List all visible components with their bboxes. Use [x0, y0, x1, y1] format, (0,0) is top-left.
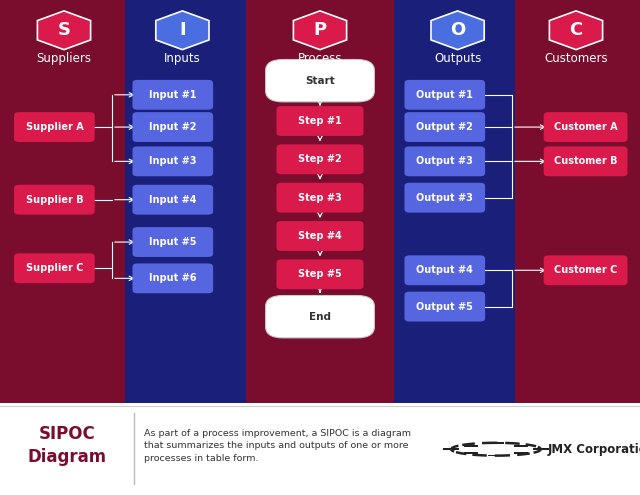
FancyBboxPatch shape — [14, 112, 95, 142]
FancyBboxPatch shape — [404, 183, 485, 213]
Text: Outputs: Outputs — [434, 52, 481, 65]
Text: Output #2: Output #2 — [417, 122, 473, 132]
Text: Output #1: Output #1 — [417, 90, 473, 100]
Bar — [125, 0, 246, 403]
Bar — [0, 0, 125, 403]
FancyBboxPatch shape — [515, 445, 529, 446]
Text: Input #4: Input #4 — [149, 195, 196, 205]
Text: As part of a process improvement, a SIPOC is a diagram
that summarizes the input: As part of a process improvement, a SIPO… — [144, 429, 411, 462]
FancyBboxPatch shape — [14, 253, 95, 283]
FancyBboxPatch shape — [544, 147, 627, 176]
Text: Input #5: Input #5 — [149, 237, 196, 247]
FancyBboxPatch shape — [404, 112, 485, 142]
Text: Input #6: Input #6 — [149, 273, 196, 283]
Polygon shape — [156, 11, 209, 50]
Polygon shape — [431, 11, 484, 50]
FancyBboxPatch shape — [444, 448, 460, 450]
Text: Output #3: Output #3 — [417, 193, 473, 202]
Text: Customer B: Customer B — [554, 156, 618, 166]
Text: Customer C: Customer C — [554, 265, 618, 275]
Text: End: End — [309, 312, 331, 322]
Text: Process: Process — [298, 52, 342, 65]
Text: Input #2: Input #2 — [149, 122, 196, 132]
FancyBboxPatch shape — [532, 448, 549, 450]
Text: Step #5: Step #5 — [298, 269, 342, 279]
FancyBboxPatch shape — [132, 227, 213, 257]
Text: Supplier C: Supplier C — [26, 263, 83, 273]
FancyBboxPatch shape — [488, 455, 504, 456]
Text: P: P — [314, 21, 326, 39]
Text: Step #4: Step #4 — [298, 231, 342, 241]
Text: Customers: Customers — [544, 52, 608, 65]
FancyBboxPatch shape — [132, 263, 213, 294]
FancyBboxPatch shape — [463, 445, 477, 446]
Polygon shape — [549, 11, 603, 50]
Text: Step #2: Step #2 — [298, 154, 342, 164]
Text: O: O — [450, 21, 465, 39]
FancyBboxPatch shape — [132, 185, 213, 215]
Text: I: I — [179, 21, 186, 39]
Text: SIPOC
Diagram: SIPOC Diagram — [28, 425, 107, 466]
FancyBboxPatch shape — [404, 147, 485, 176]
Polygon shape — [293, 11, 347, 50]
FancyBboxPatch shape — [132, 112, 213, 142]
Text: Supplier A: Supplier A — [26, 122, 83, 132]
FancyBboxPatch shape — [276, 221, 364, 251]
FancyBboxPatch shape — [463, 452, 477, 454]
Text: Step #1: Step #1 — [298, 116, 342, 126]
Text: Input #3: Input #3 — [149, 156, 196, 166]
FancyBboxPatch shape — [515, 452, 529, 454]
FancyBboxPatch shape — [544, 255, 627, 285]
Text: Inputs: Inputs — [164, 52, 201, 65]
FancyBboxPatch shape — [276, 106, 364, 136]
Text: C: C — [570, 21, 582, 39]
Bar — [515, 0, 640, 403]
Text: S: S — [58, 21, 70, 39]
FancyBboxPatch shape — [404, 292, 485, 322]
FancyBboxPatch shape — [276, 183, 364, 213]
Bar — [246, 0, 394, 403]
Text: Output #4: Output #4 — [417, 265, 473, 275]
FancyBboxPatch shape — [266, 59, 374, 102]
Text: Output #3: Output #3 — [417, 156, 473, 166]
FancyBboxPatch shape — [14, 185, 95, 215]
Text: Step #3: Step #3 — [298, 193, 342, 202]
Text: Input #1: Input #1 — [149, 90, 196, 100]
FancyBboxPatch shape — [276, 145, 364, 174]
FancyBboxPatch shape — [132, 80, 213, 110]
FancyBboxPatch shape — [404, 80, 485, 110]
Text: Suppliers: Suppliers — [36, 52, 92, 65]
Text: Start: Start — [305, 76, 335, 86]
Text: JMX Corporation: JMX Corporation — [547, 443, 640, 456]
Text: Supplier B: Supplier B — [26, 195, 83, 205]
Bar — [394, 0, 515, 403]
FancyBboxPatch shape — [404, 255, 485, 285]
FancyBboxPatch shape — [544, 112, 627, 142]
FancyBboxPatch shape — [488, 442, 504, 444]
Polygon shape — [37, 11, 91, 50]
FancyBboxPatch shape — [266, 296, 374, 338]
Text: Customer A: Customer A — [554, 122, 618, 132]
FancyBboxPatch shape — [132, 147, 213, 176]
FancyBboxPatch shape — [276, 259, 364, 289]
Text: Output #5: Output #5 — [417, 301, 473, 312]
